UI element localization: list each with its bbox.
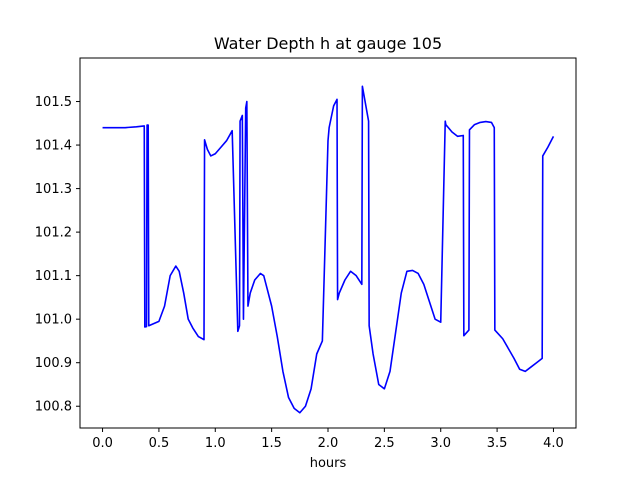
y-tick-label: 100.9 [35, 356, 72, 371]
x-axis-label: hours [310, 456, 347, 471]
x-tick-label: 3.0 [430, 436, 451, 451]
chart-title: Water Depth h at gauge 105 [214, 34, 442, 53]
x-tick-label: 2.0 [318, 436, 339, 451]
y-tick-label: 101.4 [35, 139, 72, 154]
x-tick-label: 1.5 [261, 436, 282, 451]
x-tick-label: 0.0 [92, 436, 113, 451]
x-tick-label: 0.5 [149, 436, 170, 451]
y-axis-ticks: 100.8 100.9 101.0 101.1 101.2 101.3 101.4 101.5 [35, 95, 80, 415]
y-tick-label: 101.3 [35, 182, 72, 197]
x-tick-label: 1.0 [205, 436, 226, 451]
y-tick-label: 100.8 [35, 400, 72, 415]
x-tick-label: 2.5 [374, 436, 395, 451]
x-tick-label: 4.0 [543, 436, 564, 451]
series-line-0 [102, 85, 555, 414]
y-tick-label: 101.2 [35, 226, 72, 241]
y-tick-label: 101.5 [35, 95, 72, 110]
x-axis-ticks: 0.0 0.5 1.0 1.5 2.0 2.5 3.0 3.5 4.0 [92, 428, 564, 451]
y-tick-label: 101.1 [35, 269, 72, 284]
y-tick-label: 101.0 [35, 313, 72, 328]
x-tick-label: 3.5 [487, 436, 508, 451]
